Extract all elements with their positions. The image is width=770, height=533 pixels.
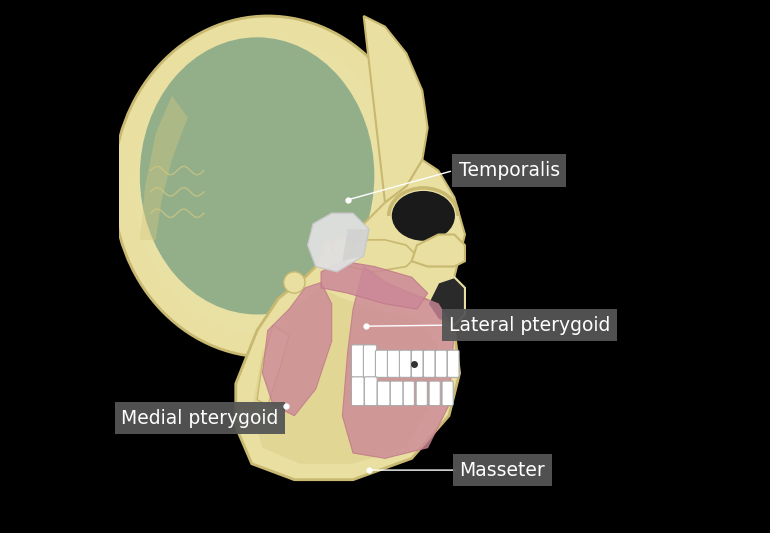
FancyBboxPatch shape <box>364 377 377 406</box>
FancyBboxPatch shape <box>416 381 427 406</box>
FancyBboxPatch shape <box>387 350 400 377</box>
FancyBboxPatch shape <box>442 381 454 406</box>
Text: Temporalis: Temporalis <box>459 161 560 180</box>
FancyBboxPatch shape <box>400 350 411 377</box>
Ellipse shape <box>332 239 353 257</box>
Polygon shape <box>343 240 417 272</box>
Polygon shape <box>427 277 465 325</box>
Text: Medial pterygoid: Medial pterygoid <box>121 409 279 428</box>
FancyBboxPatch shape <box>376 350 389 377</box>
Ellipse shape <box>336 240 349 250</box>
FancyBboxPatch shape <box>363 345 377 377</box>
FancyBboxPatch shape <box>435 350 447 377</box>
Ellipse shape <box>113 16 422 357</box>
Polygon shape <box>257 325 289 405</box>
Ellipse shape <box>135 37 401 336</box>
Polygon shape <box>140 96 188 240</box>
FancyBboxPatch shape <box>447 350 459 377</box>
Ellipse shape <box>140 37 374 314</box>
FancyBboxPatch shape <box>403 381 414 406</box>
FancyBboxPatch shape <box>429 381 440 406</box>
Ellipse shape <box>390 189 457 243</box>
Polygon shape <box>412 235 465 266</box>
FancyBboxPatch shape <box>390 381 403 406</box>
FancyBboxPatch shape <box>351 345 365 377</box>
Polygon shape <box>263 282 332 416</box>
Polygon shape <box>321 261 427 309</box>
Text: Masseter: Masseter <box>460 461 545 480</box>
Polygon shape <box>353 160 465 309</box>
FancyBboxPatch shape <box>411 350 423 377</box>
FancyBboxPatch shape <box>424 350 435 377</box>
FancyBboxPatch shape <box>351 377 364 406</box>
Polygon shape <box>363 16 427 203</box>
Text: Lateral pterygoid: Lateral pterygoid <box>449 316 611 335</box>
Polygon shape <box>252 288 438 464</box>
Polygon shape <box>308 213 369 272</box>
Ellipse shape <box>283 272 305 293</box>
Polygon shape <box>343 229 369 261</box>
FancyBboxPatch shape <box>377 381 390 406</box>
Polygon shape <box>236 240 460 480</box>
Polygon shape <box>343 266 454 458</box>
